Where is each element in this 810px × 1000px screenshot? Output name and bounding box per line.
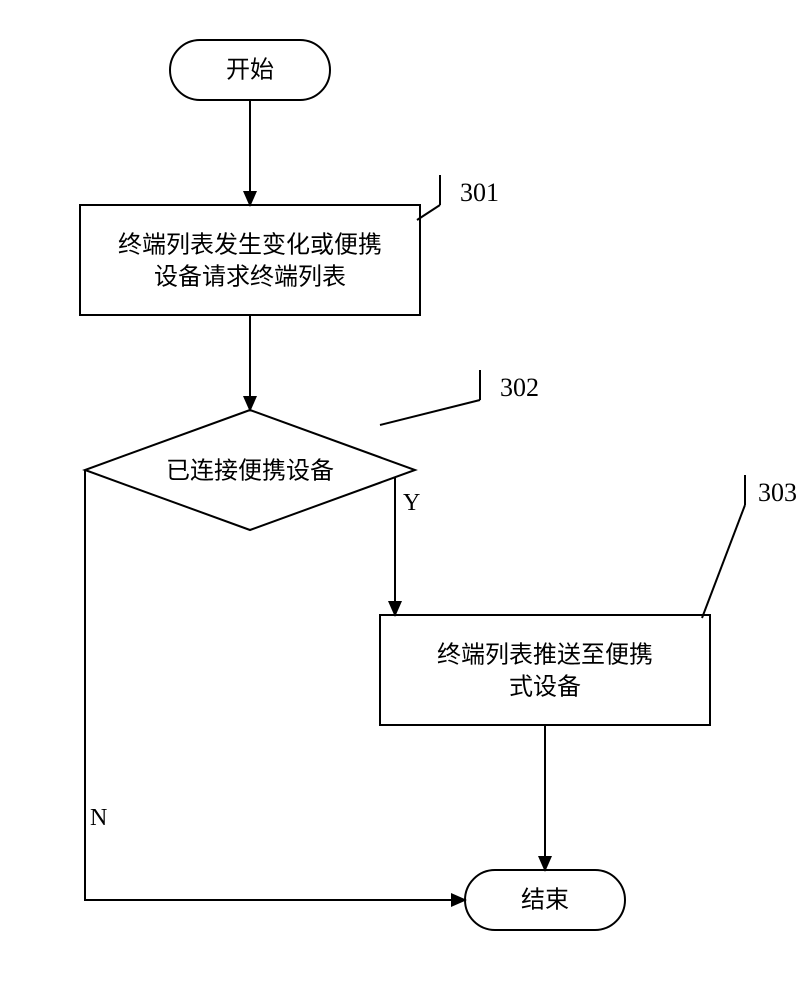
callout-301: 301 — [417, 175, 499, 220]
callout-302-text: 302 — [500, 373, 539, 402]
node-step1-line2: 设备请求终端列表 — [154, 264, 346, 291]
edge-decision-no: N — [85, 470, 465, 900]
callout-302: 302 — [380, 370, 539, 425]
callout-301-text: 301 — [460, 178, 499, 207]
callout-303-text: 303 — [758, 478, 797, 507]
flowchart: 开始 终端列表发生变化或便携 设备请求终端列表 301 已连接便携设备 302 … — [0, 0, 810, 1000]
node-step1-line1: 终端列表发生变化或便携 — [118, 232, 382, 259]
node-step2-line1: 终端列表推送至便携 — [437, 642, 653, 669]
node-decision: 已连接便携设备 — [85, 410, 415, 530]
node-step2: 终端列表推送至便携 式设备 — [380, 615, 710, 725]
node-start-text: 开始 — [226, 57, 274, 84]
node-end-text: 结束 — [521, 887, 569, 914]
no-label: N — [90, 805, 107, 831]
node-end: 结束 — [465, 870, 625, 930]
edge-decision-yes: Y — [395, 478, 420, 615]
node-step2-line2: 式设备 — [509, 674, 581, 701]
node-start: 开始 — [170, 40, 330, 100]
node-decision-text: 已连接便携设备 — [166, 458, 334, 485]
yes-label: Y — [403, 490, 420, 516]
callout-303: 303 — [702, 475, 797, 618]
node-step1: 终端列表发生变化或便携 设备请求终端列表 — [80, 205, 420, 315]
